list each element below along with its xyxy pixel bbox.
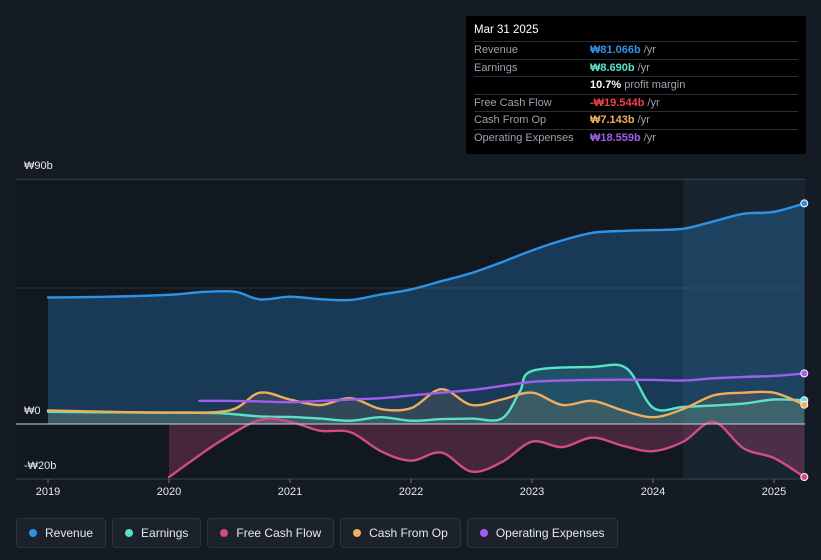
tooltip-unit: /yr — [637, 61, 650, 74]
tooltip-value: ₩7.143b — [590, 114, 635, 127]
series-area-revenue — [48, 203, 805, 424]
series-end-point-revenue — [800, 199, 809, 208]
x-tick-label: 2022 — [398, 486, 424, 498]
tooltip-label: Free Cash Flow — [474, 96, 552, 109]
legend-dot-icon — [125, 529, 134, 537]
legend-dot-icon — [29, 529, 37, 537]
legend-label: Revenue — [45, 526, 94, 540]
legend-label: Cash From Op — [369, 526, 448, 540]
tooltip-row-free-cash-flow: Free Cash Flow -₩19.544b /yr — [474, 95, 798, 112]
tooltip-value: -₩19.544b — [590, 96, 645, 109]
tooltip-row-earnings: Earnings ₩8.690b /yr — [474, 60, 798, 77]
series-line-cash-from-op — [46, 388, 806, 419]
tooltip-unit: /yr — [643, 131, 656, 144]
legend-dot-icon — [353, 529, 362, 537]
legend-item-revenue[interactable]: Revenue — [16, 518, 107, 548]
x-tick-label: 2023 — [519, 486, 545, 498]
data-tooltip: Mar 31 2025 Revenue ₩81.066b /yr Earning… — [466, 16, 806, 154]
series-end-markers — [800, 199, 809, 481]
tooltip-row-cash-from-op: Cash From Op ₩7.143b /yr — [474, 112, 798, 130]
tooltip-value: 10.7% — [590, 79, 622, 92]
y-tick-label-top: ₩90b — [24, 160, 53, 172]
tooltip-value: ₩18.559b — [590, 131, 641, 144]
chart-area — [16, 178, 809, 483]
tooltip-unit: profit margin — [624, 79, 686, 92]
series-end-point-operating-expenses — [800, 369, 809, 378]
legend-label: Earnings — [141, 526, 189, 540]
x-tick-label: 2021 — [277, 486, 303, 498]
series-line-earnings — [46, 363, 806, 422]
tooltip-label: Cash From Op — [474, 114, 547, 127]
legend-label: Operating Expenses — [495, 526, 605, 540]
tooltip-value: ₩81.066b — [590, 44, 641, 57]
series-line-operating-expenses — [198, 372, 806, 404]
series-line-revenue — [46, 202, 806, 302]
forecast-region — [683, 179, 805, 479]
series-end-point-free-cash-flow — [800, 473, 809, 481]
series-end-point-cash-from-op — [800, 400, 809, 409]
legend-item-cash-from-op[interactable]: Cash From Op — [340, 518, 461, 548]
tooltip-label: Revenue — [474, 44, 519, 57]
tooltip-value: ₩8.690b — [590, 61, 635, 74]
legend-dot-icon — [479, 529, 488, 537]
legend-item-earnings[interactable]: Earnings — [112, 518, 202, 548]
legend-item-operating-expenses[interactable]: Operating Expenses — [466, 518, 618, 548]
legend-label: Free Cash Flow — [236, 526, 322, 540]
series-area-free-cash-flow — [169, 418, 805, 477]
tooltip-label: Operating Expenses — [474, 131, 574, 144]
x-tick-label: 2019 — [35, 486, 61, 498]
tooltip-label: Earnings — [474, 61, 518, 74]
tooltip-unit: /yr — [637, 114, 650, 127]
legend-dot-icon — [220, 529, 229, 537]
series-lines — [16, 202, 806, 479]
x-tick-label: 2020 — [156, 486, 182, 498]
chart-legend: Revenue Earnings Free Cash Flow Cash Fro… — [16, 518, 618, 548]
x-tick-label: 2024 — [640, 486, 666, 498]
tooltip-row-revenue: Revenue ₩81.066b /yr — [474, 42, 798, 60]
tooltip-date: Mar 31 2025 — [474, 22, 798, 42]
y-tick-label-bottom: -₩20b — [24, 460, 57, 472]
tooltip-row-profit-margin: 10.7% profit margin — [474, 77, 798, 95]
legend-item-free-cash-flow[interactable]: Free Cash Flow — [207, 518, 335, 548]
x-tick-label: 2025 — [761, 486, 787, 498]
y-tick-label-zero: ₩0 — [24, 405, 41, 417]
tooltip-unit: /yr — [647, 96, 660, 109]
tooltip-row-operating-expenses: Operating Expenses ₩18.559b /yr — [474, 130, 798, 147]
tooltip-unit: /yr — [643, 44, 656, 57]
